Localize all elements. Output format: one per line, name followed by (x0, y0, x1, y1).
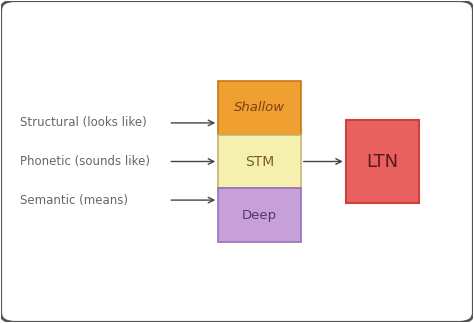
Text: STM: STM (245, 154, 274, 169)
FancyBboxPatch shape (218, 135, 301, 188)
FancyBboxPatch shape (218, 81, 301, 135)
FancyBboxPatch shape (346, 120, 419, 203)
Text: Deep: Deep (242, 209, 277, 222)
Text: LTN: LTN (366, 152, 398, 171)
Text: Shallow: Shallow (234, 101, 285, 114)
Text: Structural (looks like): Structural (looks like) (19, 116, 146, 130)
Text: Semantic (means): Semantic (means) (19, 193, 128, 207)
FancyBboxPatch shape (218, 188, 301, 242)
Text: Phonetic (sounds like): Phonetic (sounds like) (19, 155, 150, 168)
